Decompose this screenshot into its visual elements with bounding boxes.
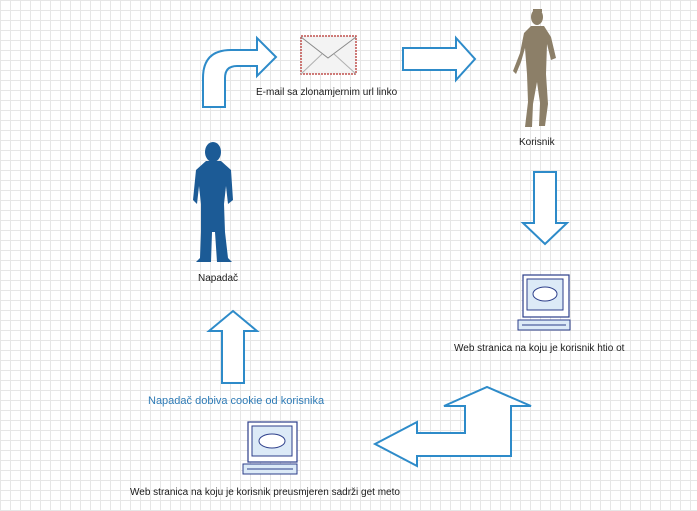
attacker-person-icon [193, 142, 233, 262]
site-user-label: Web stranica na koju je korisnik htio ot [454, 343, 625, 354]
arrow-redirect-to-attacker [206, 309, 260, 384]
arrow-attacker-to-email [202, 35, 278, 108]
email-label: E-mail sa zlonamjernim url linko [256, 87, 398, 98]
attacker-gets-cookie-label: Napadač dobiva cookie od korisnika [148, 395, 325, 407]
attacker-label: Napadač [198, 273, 239, 284]
computer-icon-site-redirect [242, 421, 298, 475]
arrow-user-to-site [520, 171, 570, 246]
computer-icon-site-user [517, 274, 571, 331]
arrow-site-to-redirect [372, 385, 532, 468]
envelope-icon [300, 35, 357, 75]
arrow-email-to-user [402, 35, 477, 83]
site-redirect-label: Web stranica na koju je korisnik preusmj… [130, 487, 400, 498]
user-label: Korisnik [519, 137, 555, 148]
user-person-icon [513, 9, 556, 127]
